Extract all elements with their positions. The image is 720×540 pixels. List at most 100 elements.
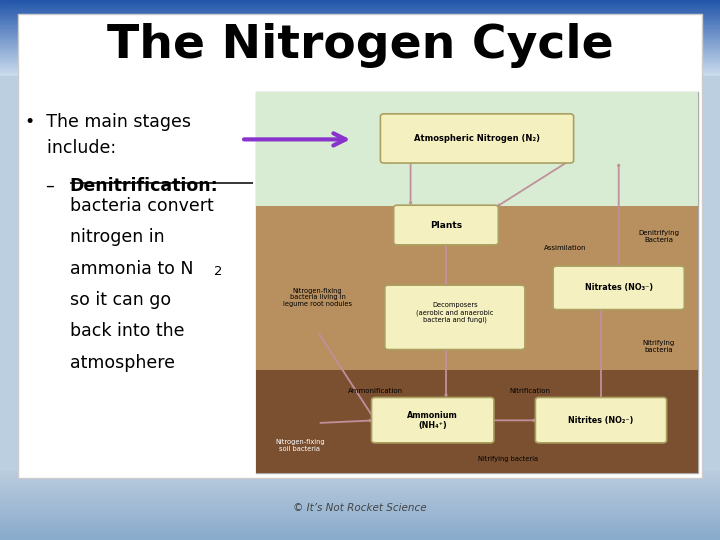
Bar <box>0 514 720 515</box>
Bar <box>0 539 720 540</box>
Bar <box>0 538 720 539</box>
Bar <box>0 513 720 514</box>
Text: Atmospheric Nitrogen (N₂): Atmospheric Nitrogen (N₂) <box>414 134 540 143</box>
Bar <box>0 35 720 37</box>
Bar <box>0 64 720 65</box>
Bar <box>0 537 720 538</box>
Bar <box>0 476 720 477</box>
Bar <box>0 39 720 40</box>
Bar <box>0 519 720 520</box>
Bar <box>0 495 720 496</box>
Bar <box>0 58 720 59</box>
Text: © It’s Not Rocket Science: © It’s Not Rocket Science <box>293 503 427 512</box>
Text: –: – <box>45 177 54 194</box>
Bar <box>0 38 720 39</box>
Bar <box>0 43 720 44</box>
Text: The Nitrogen Cycle: The Nitrogen Cycle <box>107 23 613 69</box>
Bar <box>0 517 720 518</box>
Bar <box>0 511 720 512</box>
Bar <box>0 4 720 5</box>
Bar <box>0 11 720 12</box>
Bar <box>0 510 720 511</box>
Bar <box>0 19 720 20</box>
Bar <box>0 29 720 30</box>
Bar <box>0 46 720 48</box>
Bar <box>0 535 720 537</box>
Bar <box>18 14 702 478</box>
Bar <box>0 16 720 18</box>
Bar <box>0 528 720 529</box>
Bar <box>0 63 720 64</box>
Bar <box>0 512 720 513</box>
Bar <box>0 473 720 475</box>
Text: Nitrification: Nitrification <box>510 388 551 394</box>
Text: Nitrifying bacteria: Nitrifying bacteria <box>478 456 538 462</box>
Bar <box>0 65 720 67</box>
Bar <box>0 481 720 482</box>
Bar <box>0 486 720 487</box>
Bar <box>0 45 720 46</box>
Bar <box>0 44 720 45</box>
Bar <box>0 59 720 60</box>
Bar <box>0 501 720 503</box>
Bar <box>256 92 698 206</box>
Bar <box>0 60 720 62</box>
Bar <box>0 515 720 517</box>
Bar <box>0 75 720 76</box>
Text: •  The main stages
    include:: • The main stages include: <box>25 113 192 157</box>
Bar <box>256 92 698 472</box>
Bar <box>0 53 720 54</box>
Bar <box>0 485 720 486</box>
Bar <box>0 503 720 504</box>
Bar <box>0 26 720 28</box>
Bar <box>0 54 720 56</box>
Text: Plants: Plants <box>430 220 462 230</box>
Bar <box>0 28 720 29</box>
Bar <box>0 472 720 473</box>
Bar <box>0 24 720 25</box>
Bar <box>0 49 720 50</box>
FancyBboxPatch shape <box>384 285 525 349</box>
Bar <box>0 525 720 526</box>
Text: Nitrates (NO₃⁻): Nitrates (NO₃⁻) <box>585 284 653 292</box>
Bar <box>0 524 720 525</box>
Text: Decomposers
(aerobic and anaerobic
bacteria and fungi): Decomposers (aerobic and anaerobic bacte… <box>416 302 493 323</box>
Bar <box>0 490 720 491</box>
Text: Ammonium
(NH₄⁺): Ammonium (NH₄⁺) <box>408 410 458 430</box>
Bar <box>0 48 720 49</box>
Bar <box>0 532 720 533</box>
Bar <box>0 523 720 524</box>
Text: Denitrifying
Bacteria: Denitrifying Bacteria <box>638 230 679 243</box>
Bar <box>0 12 720 14</box>
Text: Ammonification: Ammonification <box>348 388 402 394</box>
Bar <box>0 31 720 33</box>
Bar <box>0 520 720 521</box>
Bar <box>0 475 720 476</box>
Bar <box>0 496 720 497</box>
Bar <box>0 69 720 71</box>
Bar <box>0 42 720 43</box>
Bar <box>0 22 720 23</box>
Text: ammonia to N: ammonia to N <box>70 260 194 278</box>
Bar <box>0 0 720 1</box>
Bar <box>0 478 720 479</box>
Bar <box>0 489 720 490</box>
Bar <box>0 497 720 498</box>
Bar <box>0 10 720 11</box>
Bar <box>0 527 720 528</box>
Bar <box>0 487 720 489</box>
Bar <box>0 533 720 534</box>
Bar <box>0 14 720 15</box>
Bar <box>0 76 720 470</box>
Bar <box>0 506 720 507</box>
Bar <box>0 505 720 506</box>
Bar <box>0 52 720 53</box>
Bar <box>0 492 720 493</box>
Bar <box>0 526 720 527</box>
Bar <box>0 484 720 485</box>
Text: Denitrification:: Denitrification: <box>70 177 219 194</box>
Bar <box>0 9 720 10</box>
Bar <box>0 56 720 57</box>
Bar <box>0 37 720 38</box>
Text: Nitrogen-fixing
bacteria living in
legume root nodules: Nitrogen-fixing bacteria living in legum… <box>283 288 352 307</box>
